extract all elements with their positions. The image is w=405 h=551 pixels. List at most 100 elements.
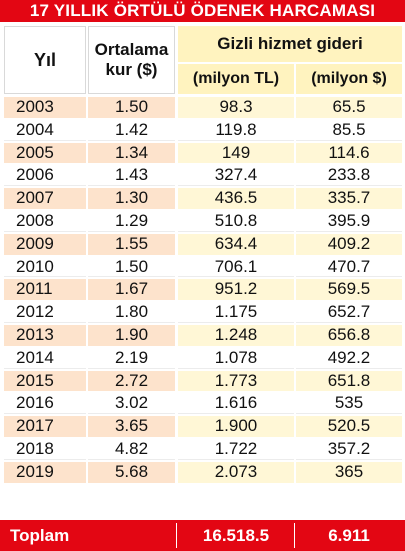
header-rate-line2: kur ($) — [105, 60, 158, 79]
cell-million-usd: 357.2 — [296, 438, 402, 460]
header-million-usd: (milyon $) — [296, 64, 402, 94]
table-row: 2006 1.43 327.4 233.8 — [0, 164, 405, 187]
cell-average-rate: 1.80 — [88, 302, 175, 323]
cell-million-tl: 327.4 — [178, 165, 294, 187]
table-row: 2016 3.02 1.616 535 — [0, 392, 405, 415]
cell-million-tl: 510.8 — [178, 210, 294, 232]
cell-million-usd: 470.7 — [296, 256, 402, 278]
table-row: 2005 1.34 149 114.6 — [0, 142, 405, 165]
cell-average-rate: 1.50 — [88, 97, 175, 118]
header-rate-line1: Ortalama — [94, 40, 169, 59]
cell-million-usd: 233.8 — [296, 165, 402, 187]
cell-million-tl: 634.4 — [178, 233, 294, 255]
cell-average-rate: 1.43 — [88, 165, 175, 187]
cell-million-tl: 119.8 — [178, 119, 294, 141]
cell-year: 2007 — [4, 188, 86, 209]
cell-year: 2015 — [4, 370, 86, 392]
cell-average-rate: 1.29 — [88, 210, 175, 232]
cell-million-usd: 520.5 — [296, 416, 402, 437]
cell-million-usd: 492.2 — [296, 347, 402, 369]
table-row: 2019 5.68 2.073 365 — [0, 461, 405, 484]
cell-year: 2005 — [4, 142, 86, 164]
cell-average-rate: 1.30 — [88, 188, 175, 209]
cell-million-tl: 706.1 — [178, 256, 294, 278]
cell-average-rate: 1.67 — [88, 279, 175, 301]
cell-million-usd: 114.6 — [296, 142, 402, 164]
cell-average-rate: 1.42 — [88, 119, 175, 141]
table-body: 2003 1.50 98.3 65.5 2004 1.42 119.8 85.5 2005 1.3… — [0, 96, 405, 484]
cell-million-tl: 2.073 — [178, 461, 294, 483]
cell-million-tl: 1.773 — [178, 370, 294, 392]
cell-million-tl: 1.078 — [178, 347, 294, 369]
cell-million-usd: 65.5 — [296, 97, 402, 118]
cell-million-usd: 85.5 — [296, 119, 402, 141]
table-row: 2010 1.50 706.1 470.7 — [0, 256, 405, 279]
cell-average-rate: 3.02 — [88, 393, 175, 415]
total-divider — [176, 523, 177, 548]
table-row: 2011 1.67 951.2 569.5 — [0, 278, 405, 301]
cell-average-rate: 1.90 — [88, 324, 175, 346]
cell-year: 2012 — [4, 302, 86, 323]
table-row: 2007 1.30 436.5 335.7 — [0, 187, 405, 210]
cell-year: 2013 — [4, 324, 86, 346]
table-row: 2009 1.55 634.4 409.2 — [0, 233, 405, 256]
cell-million-tl: 951.2 — [178, 279, 294, 301]
cell-average-rate: 2.19 — [88, 347, 175, 369]
cell-year: 2019 — [4, 461, 86, 483]
cell-year: 2009 — [4, 233, 86, 255]
cell-year: 2008 — [4, 210, 86, 232]
cell-average-rate: 1.50 — [88, 256, 175, 278]
cell-million-usd: 365 — [296, 461, 402, 483]
cell-year: 2011 — [4, 279, 86, 301]
cell-year: 2010 — [4, 256, 86, 278]
table-row: 2013 1.90 1.248 656.8 — [0, 324, 405, 347]
total-tl: 16.518.5 — [202, 526, 270, 545]
cell-million-usd: 409.2 — [296, 233, 402, 255]
cell-year: 2018 — [4, 438, 86, 460]
table-row: 2012 1.80 1.175 652.7 — [0, 301, 405, 324]
table-row: 2018 4.82 1.722 357.2 — [0, 438, 405, 461]
cell-million-usd: 569.5 — [296, 279, 402, 301]
total-row: Toplam 16.518.5 6.911 — [0, 520, 405, 551]
cell-average-rate: 3.65 — [88, 416, 175, 437]
cell-million-usd: 656.8 — [296, 324, 402, 346]
cell-million-tl: 149 — [178, 142, 294, 164]
table-row: 2014 2.19 1.078 492.2 — [0, 347, 405, 370]
cell-average-rate: 4.82 — [88, 438, 175, 460]
table-row: 2008 1.29 510.8 395.9 — [0, 210, 405, 233]
cell-million-usd: 652.7 — [296, 302, 402, 323]
table-row: 2003 1.50 98.3 65.5 — [0, 96, 405, 119]
cell-average-rate: 5.68 — [88, 461, 175, 483]
total-label: Toplam — [10, 526, 70, 545]
cell-million-tl: 1.722 — [178, 438, 294, 460]
table-row: 2015 2.72 1.773 651.8 — [0, 370, 405, 393]
cell-million-tl: 1.248 — [178, 324, 294, 346]
cell-average-rate: 2.72 — [88, 370, 175, 392]
total-usd: 6.911 — [328, 526, 370, 545]
cell-year: 2016 — [4, 393, 86, 415]
cell-million-usd: 651.8 — [296, 370, 402, 392]
table-row: 2017 3.65 1.900 520.5 — [0, 415, 405, 438]
header-million-tl: (milyon TL) — [178, 64, 294, 94]
table-row: 2004 1.42 119.8 85.5 — [0, 119, 405, 142]
cell-million-tl: 436.5 — [178, 188, 294, 209]
cell-year: 2003 — [4, 97, 86, 118]
header-year: Yıl — [4, 26, 86, 94]
cell-year: 2004 — [4, 119, 86, 141]
cell-year: 2017 — [4, 416, 86, 437]
cell-million-usd: 535 — [296, 393, 402, 415]
cell-million-tl: 1.175 — [178, 302, 294, 323]
cell-million-tl: 1.900 — [178, 416, 294, 437]
cell-million-tl: 98.3 — [178, 97, 294, 118]
total-divider — [294, 523, 295, 548]
cell-average-rate: 1.34 — [88, 142, 175, 164]
header-average-rate: Ortalama kur ($) — [88, 26, 175, 94]
cell-year: 2006 — [4, 165, 86, 187]
header-secret-service-expense: Gizli hizmet gideri — [178, 26, 402, 62]
cell-year: 2014 — [4, 347, 86, 369]
cell-million-tl: 1.616 — [178, 393, 294, 415]
cell-average-rate: 1.55 — [88, 233, 175, 255]
cell-million-usd: 395.9 — [296, 210, 402, 232]
cell-million-usd: 335.7 — [296, 188, 402, 209]
